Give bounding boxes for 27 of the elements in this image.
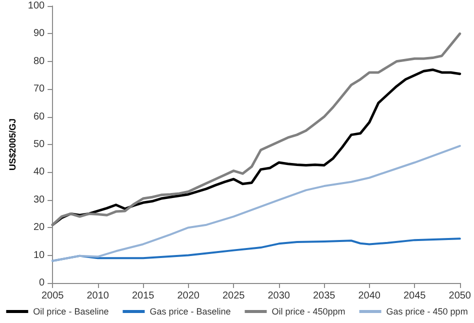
y-tick-label: 90: [33, 28, 46, 40]
y-axis-title: US$2005/GJ: [8, 118, 18, 171]
y-tick-label: 0: [39, 278, 46, 288]
x-tick-label: 2050: [448, 290, 472, 302]
y-tick-label: 50: [33, 139, 46, 150]
y-tick-label: 40: [33, 166, 46, 178]
y-tick-label: 20: [33, 222, 46, 234]
y-tick-label: 60: [33, 111, 46, 122]
x-tick-label: 2025: [222, 290, 246, 302]
x-tick-label: 2040: [358, 290, 381, 302]
legend-label: Gas price - Baseline: [150, 306, 231, 316]
y-tick-label: 30: [33, 194, 46, 206]
x-tick-label: 2030: [268, 290, 290, 302]
y-tick-label: 70: [33, 84, 46, 95]
line-series: [52, 144, 461, 262]
x-tick-label: 2045: [403, 290, 426, 302]
y-tick-label: 80: [33, 56, 46, 67]
x-tick-label: 2020: [177, 290, 200, 302]
y-tick-label: 100: [28, 0, 46, 12]
legend-label: Oil price - 450ppm: [272, 306, 346, 316]
legend-label: Oil price - Baseline: [33, 306, 109, 316]
x-tick-label: 2005: [41, 290, 64, 302]
y-tick-label: 10: [33, 250, 46, 261]
legend-label: Gas price - 450 ppm: [386, 306, 468, 316]
x-tick-label: 2015: [132, 290, 155, 302]
x-tick-label: 2010: [86, 290, 110, 302]
x-tick-label: 2035: [312, 290, 336, 302]
